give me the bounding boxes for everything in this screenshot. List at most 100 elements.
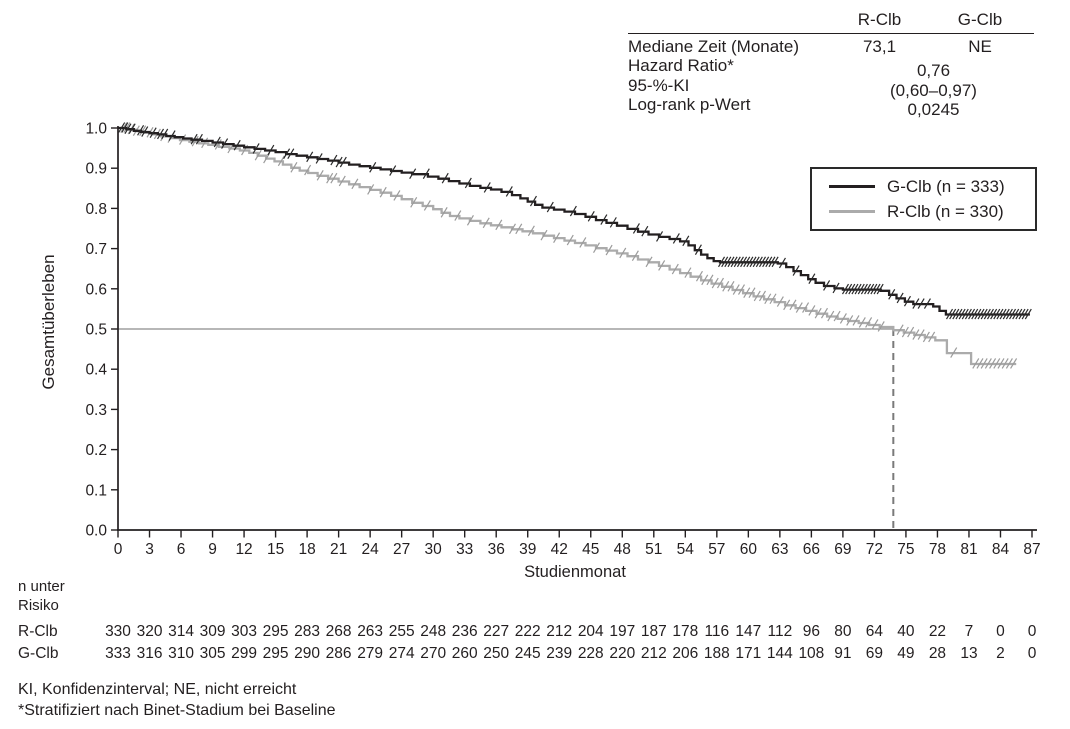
- censor-tick: [851, 283, 859, 295]
- risk-value: 220: [609, 645, 635, 662]
- risk-value: 310: [168, 645, 194, 662]
- censor-tick: [860, 283, 868, 295]
- censor-tick: [846, 315, 854, 326]
- censor-tick: [694, 244, 702, 256]
- censor-tick: [928, 331, 936, 343]
- censor-tick: [968, 308, 976, 320]
- censor-tick: [870, 283, 878, 295]
- censor-tick: [466, 215, 474, 226]
- y-tick-label: 0.6: [85, 281, 107, 298]
- stats-value-logrank: 0,0245: [907, 100, 960, 119]
- x-tick-label: 30: [425, 541, 443, 558]
- censor-tick: [631, 250, 639, 262]
- x-tick-label: 39: [519, 541, 536, 558]
- censor-tick: [783, 299, 791, 311]
- x-tick-label: 78: [929, 541, 946, 558]
- censor-tick: [1024, 308, 1032, 320]
- censor-tick: [753, 290, 761, 302]
- x-tick-label: 81: [960, 541, 977, 558]
- y-tick-label: 0.1: [85, 482, 107, 499]
- censor-tick: [632, 223, 640, 234]
- stats-col-header-rclb: R-Clb: [857, 10, 902, 29]
- risk-value: 330: [105, 623, 131, 640]
- stats-label-median-time: Mediane Zeit (Monate): [628, 36, 800, 56]
- censor-tick: [945, 308, 954, 320]
- x-tick-label: 9: [208, 541, 217, 558]
- y-tick-label: 1.0: [85, 121, 107, 138]
- censor-tick: [553, 232, 561, 243]
- risk-value: 64: [866, 623, 884, 640]
- risk-value: 171: [735, 645, 761, 662]
- censor-tick: [977, 308, 985, 320]
- censor-tick: [983, 308, 991, 320]
- risk-value: 227: [483, 623, 509, 640]
- censor-tick: [737, 284, 746, 295]
- censor-tick: [482, 217, 490, 229]
- censor-tick: [422, 168, 430, 180]
- risk-value: 255: [389, 623, 415, 640]
- censor-tick: [409, 168, 417, 180]
- censor-tick: [827, 310, 835, 322]
- censor-tick: [833, 310, 841, 322]
- x-tick-label: 0: [114, 541, 123, 558]
- x-tick-label: 72: [866, 541, 883, 558]
- censor-tick: [971, 308, 979, 320]
- censor-tick: [316, 170, 324, 181]
- censor-tick: [658, 260, 666, 271]
- censor-tick: [379, 186, 387, 198]
- risk-value: 0: [1028, 623, 1037, 640]
- censor-tick: [974, 308, 982, 320]
- censor-tick: [976, 358, 984, 369]
- censor-tick: [795, 302, 803, 313]
- footnote-stratification: *Stratifiziert nach Binet-Stadium bei Ba…: [18, 701, 336, 719]
- censor-tick: [876, 283, 884, 295]
- risk-value: 333: [105, 645, 131, 662]
- risk-value: 147: [735, 623, 761, 640]
- risk-value: 236: [452, 623, 478, 640]
- censor-tick: [907, 326, 915, 338]
- censor-tick: [986, 308, 994, 320]
- censor-tick: [832, 282, 840, 294]
- x-tick-label: 45: [582, 541, 599, 558]
- censor-tick: [505, 186, 513, 197]
- censor-tick: [854, 283, 862, 295]
- censor-tick: [508, 223, 516, 235]
- censor-tick: [730, 256, 738, 268]
- y-tick-label: 0.5: [85, 322, 107, 339]
- censor-tick: [161, 128, 169, 140]
- censor-tick: [718, 256, 726, 268]
- censor-tick: [858, 317, 866, 328]
- censor-tick: [464, 177, 472, 189]
- censor-tick: [1005, 308, 1013, 320]
- censor-tick: [579, 237, 587, 248]
- censor-tick: [814, 307, 822, 319]
- y-tick-label: 0.9: [85, 161, 107, 178]
- censor-tick: [306, 151, 314, 163]
- censor-tick: [993, 358, 1001, 369]
- censor-tick: [369, 161, 377, 173]
- censor-tick: [1002, 308, 1010, 320]
- censor-tick: [865, 317, 873, 328]
- stats-row-ci: 95-%-KI (0,60–0,97): [628, 75, 1034, 100]
- censor-tick: [711, 277, 719, 289]
- censor-tick: [996, 308, 1004, 320]
- stats-label-ci: 95-%-KI: [628, 75, 690, 95]
- x-tick-label: 33: [456, 541, 473, 558]
- censor-tick: [1015, 308, 1023, 320]
- footnotes: KI, Konfidenzinterval; NE, nicht erreich…: [18, 680, 336, 721]
- censor-tick: [592, 242, 601, 254]
- risk-value: 248: [420, 623, 446, 640]
- censor-tick: [888, 289, 896, 300]
- x-tick-label: 36: [488, 541, 505, 558]
- risk-value: 178: [672, 623, 698, 640]
- x-tick-label: 3: [145, 541, 154, 558]
- censor-tick: [997, 358, 1005, 369]
- risk-value: 212: [546, 623, 572, 640]
- x-tick-label: 54: [677, 541, 695, 558]
- censor-tick: [922, 331, 930, 343]
- risk-row-label: R-Clb: [18, 623, 58, 640]
- risk-value: 204: [578, 623, 604, 640]
- censor-tick: [732, 284, 740, 295]
